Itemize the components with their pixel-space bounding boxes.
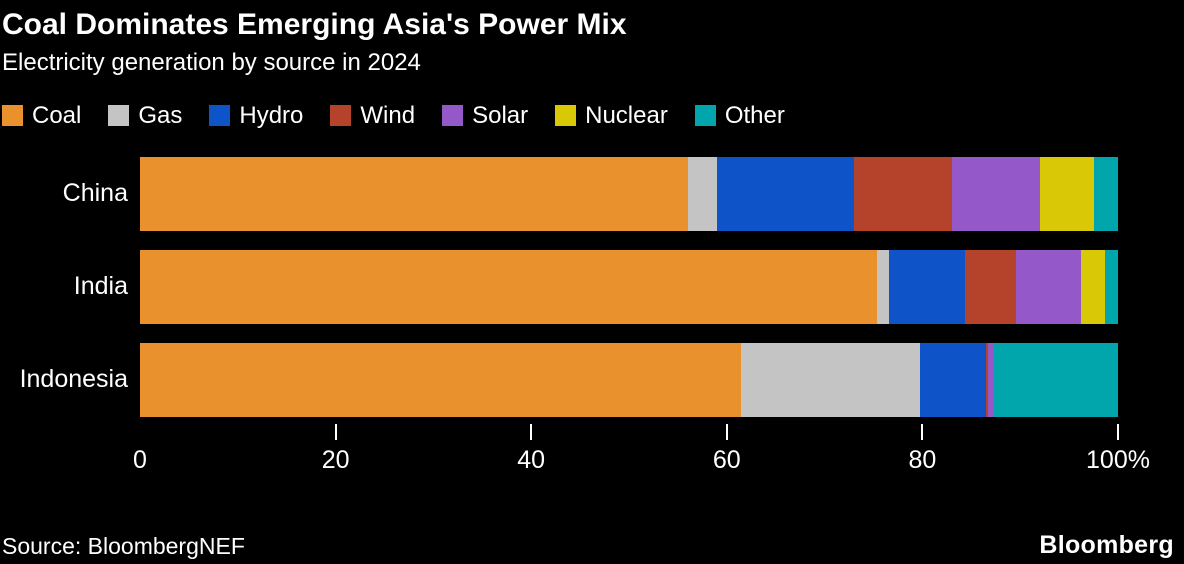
legend-label-solar: Solar	[472, 101, 529, 129]
bar-track-indonesia	[140, 342, 1118, 417]
plot-area: China India Indonesia	[0, 156, 1184, 417]
bar-segment-solar	[1016, 249, 1081, 324]
axis-tick-label-60: 60	[712, 445, 741, 474]
bar-segment-nuclear	[1039, 156, 1094, 231]
bar-row-indonesia: Indonesia	[0, 342, 1184, 417]
axis-tick-label-0: 0	[133, 445, 147, 474]
legend-item-hydro: Hydro	[209, 101, 304, 129]
axis-tick-label-100: 100%	[1086, 445, 1150, 474]
bar-segment-gas	[877, 249, 890, 324]
bar-segment-coal	[140, 156, 688, 231]
category-label-indonesia: Indonesia	[19, 365, 128, 394]
legend-item-solar: Solar	[442, 101, 529, 129]
bar-segment-nuclear	[1080, 249, 1106, 324]
legend-swatch-gas	[108, 105, 130, 127]
legend-item-gas: Gas	[108, 101, 183, 129]
bar-track-india	[140, 249, 1118, 324]
legend-label-wind: Wind	[360, 101, 416, 129]
bar-track-china	[140, 156, 1118, 231]
bar-segment-hydro	[889, 249, 966, 324]
legend-label-hydro: Hydro	[239, 101, 304, 129]
legend-swatch-hydro	[209, 105, 231, 127]
axis-tick-label-80: 80	[908, 445, 937, 474]
legend-label-other: Other	[724, 101, 785, 129]
bar-segment-gas	[741, 342, 921, 417]
legend-item-wind: Wind	[330, 101, 416, 129]
legend-swatch-other	[694, 105, 716, 127]
legend-swatch-solar	[442, 105, 464, 127]
bar-segment-other	[1105, 249, 1118, 324]
axis-tick-60	[725, 423, 728, 440]
chart-subtitle: Electricity generation by source in 2024	[2, 49, 421, 76]
source-text: Source: BloombergNEF	[2, 533, 245, 559]
category-label-china: China	[62, 179, 128, 208]
bar-segment-wind	[985, 342, 988, 417]
x-axis-ticks	[140, 423, 1119, 440]
axis-tick-80	[921, 423, 924, 440]
bar-segment-coal	[140, 342, 742, 417]
bar-row-india: India	[0, 249, 1184, 324]
legend-label-nuclear: Nuclear	[585, 101, 668, 129]
bloomberg-logo: Bloomberg	[1039, 531, 1174, 559]
bar-segment-other	[992, 342, 1118, 417]
bar-segment-wind	[853, 156, 952, 231]
axis-tick-40	[530, 423, 533, 440]
legend-swatch-nuclear	[555, 105, 577, 127]
bar-segment-other	[1093, 156, 1118, 231]
chart-container: Coal Dominates Emerging Asia's Power Mix…	[0, 8, 1184, 559]
x-axis-labels: 0 20 40 60 80 100%	[133, 445, 1150, 476]
bar-segment-gas	[687, 156, 717, 231]
chart-title: Coal Dominates Emerging Asia's Power Mix	[2, 8, 627, 41]
legend-label-coal: Coal	[32, 101, 82, 129]
legend: Coal Gas Hydro Wind Solar Nuclear Other	[2, 101, 1184, 129]
bar-segment-hydro	[920, 342, 986, 417]
bar-segment-wind	[965, 249, 1017, 324]
legend-item-other: Other	[694, 101, 785, 129]
legend-item-coal: Coal	[2, 101, 82, 129]
axis-tick-label-20: 20	[321, 445, 350, 474]
legend-swatch-coal	[2, 105, 23, 127]
bar-segment-solar	[951, 156, 1040, 231]
category-label-india: India	[73, 272, 128, 301]
legend-item-nuclear: Nuclear	[555, 101, 668, 129]
footer: Source: BloombergNEF Bloomberg	[2, 531, 1174, 560]
axis-tick-label-40: 40	[517, 445, 546, 474]
bar-segment-solar	[987, 342, 993, 417]
legend-label-gas: Gas	[138, 101, 183, 129]
axis-tick-20	[334, 423, 337, 440]
bar-row-china: China	[0, 156, 1184, 231]
bar-segment-coal	[140, 249, 878, 324]
legend-swatch-wind	[330, 105, 352, 127]
bar-segment-hydro	[717, 156, 854, 231]
axis-tick-100	[1117, 423, 1119, 440]
